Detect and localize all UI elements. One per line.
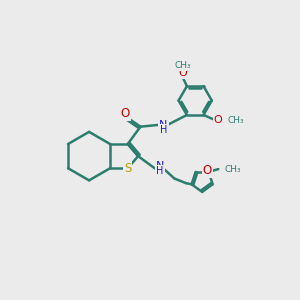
Text: O: O [202,164,212,177]
Text: S: S [124,162,131,175]
Text: O: O [214,115,222,125]
Text: N: N [155,161,164,171]
Text: O: O [178,68,187,78]
Text: CH₃: CH₃ [227,116,244,124]
Text: CH₃: CH₃ [225,165,242,174]
Text: CH₃: CH₃ [174,61,191,70]
Text: O: O [120,107,130,120]
Text: N: N [159,120,168,130]
Text: H: H [160,125,167,135]
Text: H: H [156,166,163,176]
